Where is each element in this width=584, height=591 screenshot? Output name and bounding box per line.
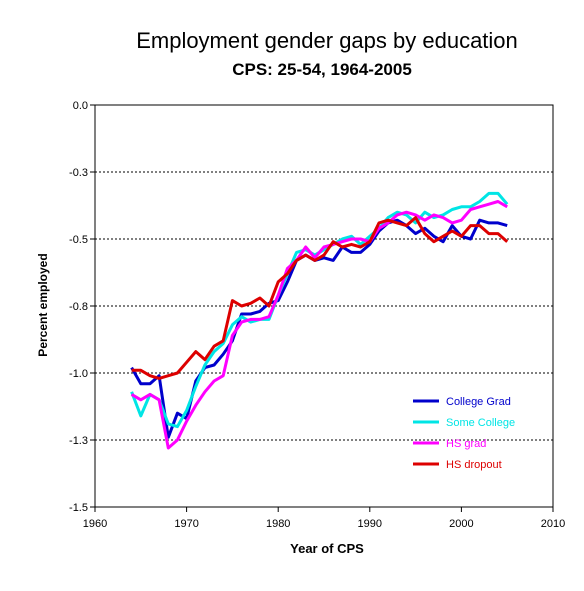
legend-label-hs-dropout: HS dropout — [446, 459, 502, 471]
legend-label-college-grad: College Grad — [446, 396, 511, 408]
chart-subtitle: CPS: 25-54, 1964-2005 — [232, 60, 412, 79]
legend: College Grad Some College HS grad HS dropou… — [413, 396, 515, 471]
series-line-hs-dropout — [131, 216, 509, 380]
y-tick-label: -0.5 — [69, 234, 88, 246]
series-line-hs-grad — [130, 200, 508, 450]
x-tick-label: 1990 — [358, 518, 382, 530]
x-axis: 1960 1970 1980 1990 2000 2010 — [83, 507, 565, 530]
legend-label-some-college: Some College — [446, 417, 515, 429]
x-tick-label: 1970 — [174, 518, 198, 530]
gridlines — [95, 171, 553, 441]
y-tick-label: -0.3 — [69, 167, 88, 179]
y-tick-label: -1.5 — [69, 502, 88, 514]
x-tick-label: 1960 — [83, 518, 107, 530]
x-axis-label: Year of CPS — [290, 541, 364, 556]
chart-title: Employment gender gaps by education — [136, 28, 518, 53]
series-lines — [130, 191, 509, 450]
x-tick-label: 1980 — [266, 518, 290, 530]
y-tick-label: -1.0 — [69, 368, 88, 380]
x-tick-label: 2010 — [541, 518, 565, 530]
y-tick-label: 0.0 — [73, 100, 88, 112]
y-axis-label: Percent employed — [36, 253, 50, 356]
legend-label-hs-grad: HS grad — [446, 438, 486, 450]
y-tick-label: -1.3 — [69, 435, 88, 447]
y-axis: 0.0 -0.3 -0.5 -0.8 -1.0 -1.3 -1.5 — [69, 100, 95, 514]
y-tick-label: -0.8 — [69, 301, 88, 313]
x-tick-label: 2000 — [449, 518, 473, 530]
